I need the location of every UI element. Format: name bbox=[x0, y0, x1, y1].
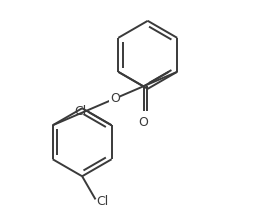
Text: O: O bbox=[110, 92, 120, 105]
Text: Cl: Cl bbox=[97, 195, 109, 208]
Text: Cl: Cl bbox=[74, 106, 86, 118]
Text: O: O bbox=[139, 116, 148, 128]
